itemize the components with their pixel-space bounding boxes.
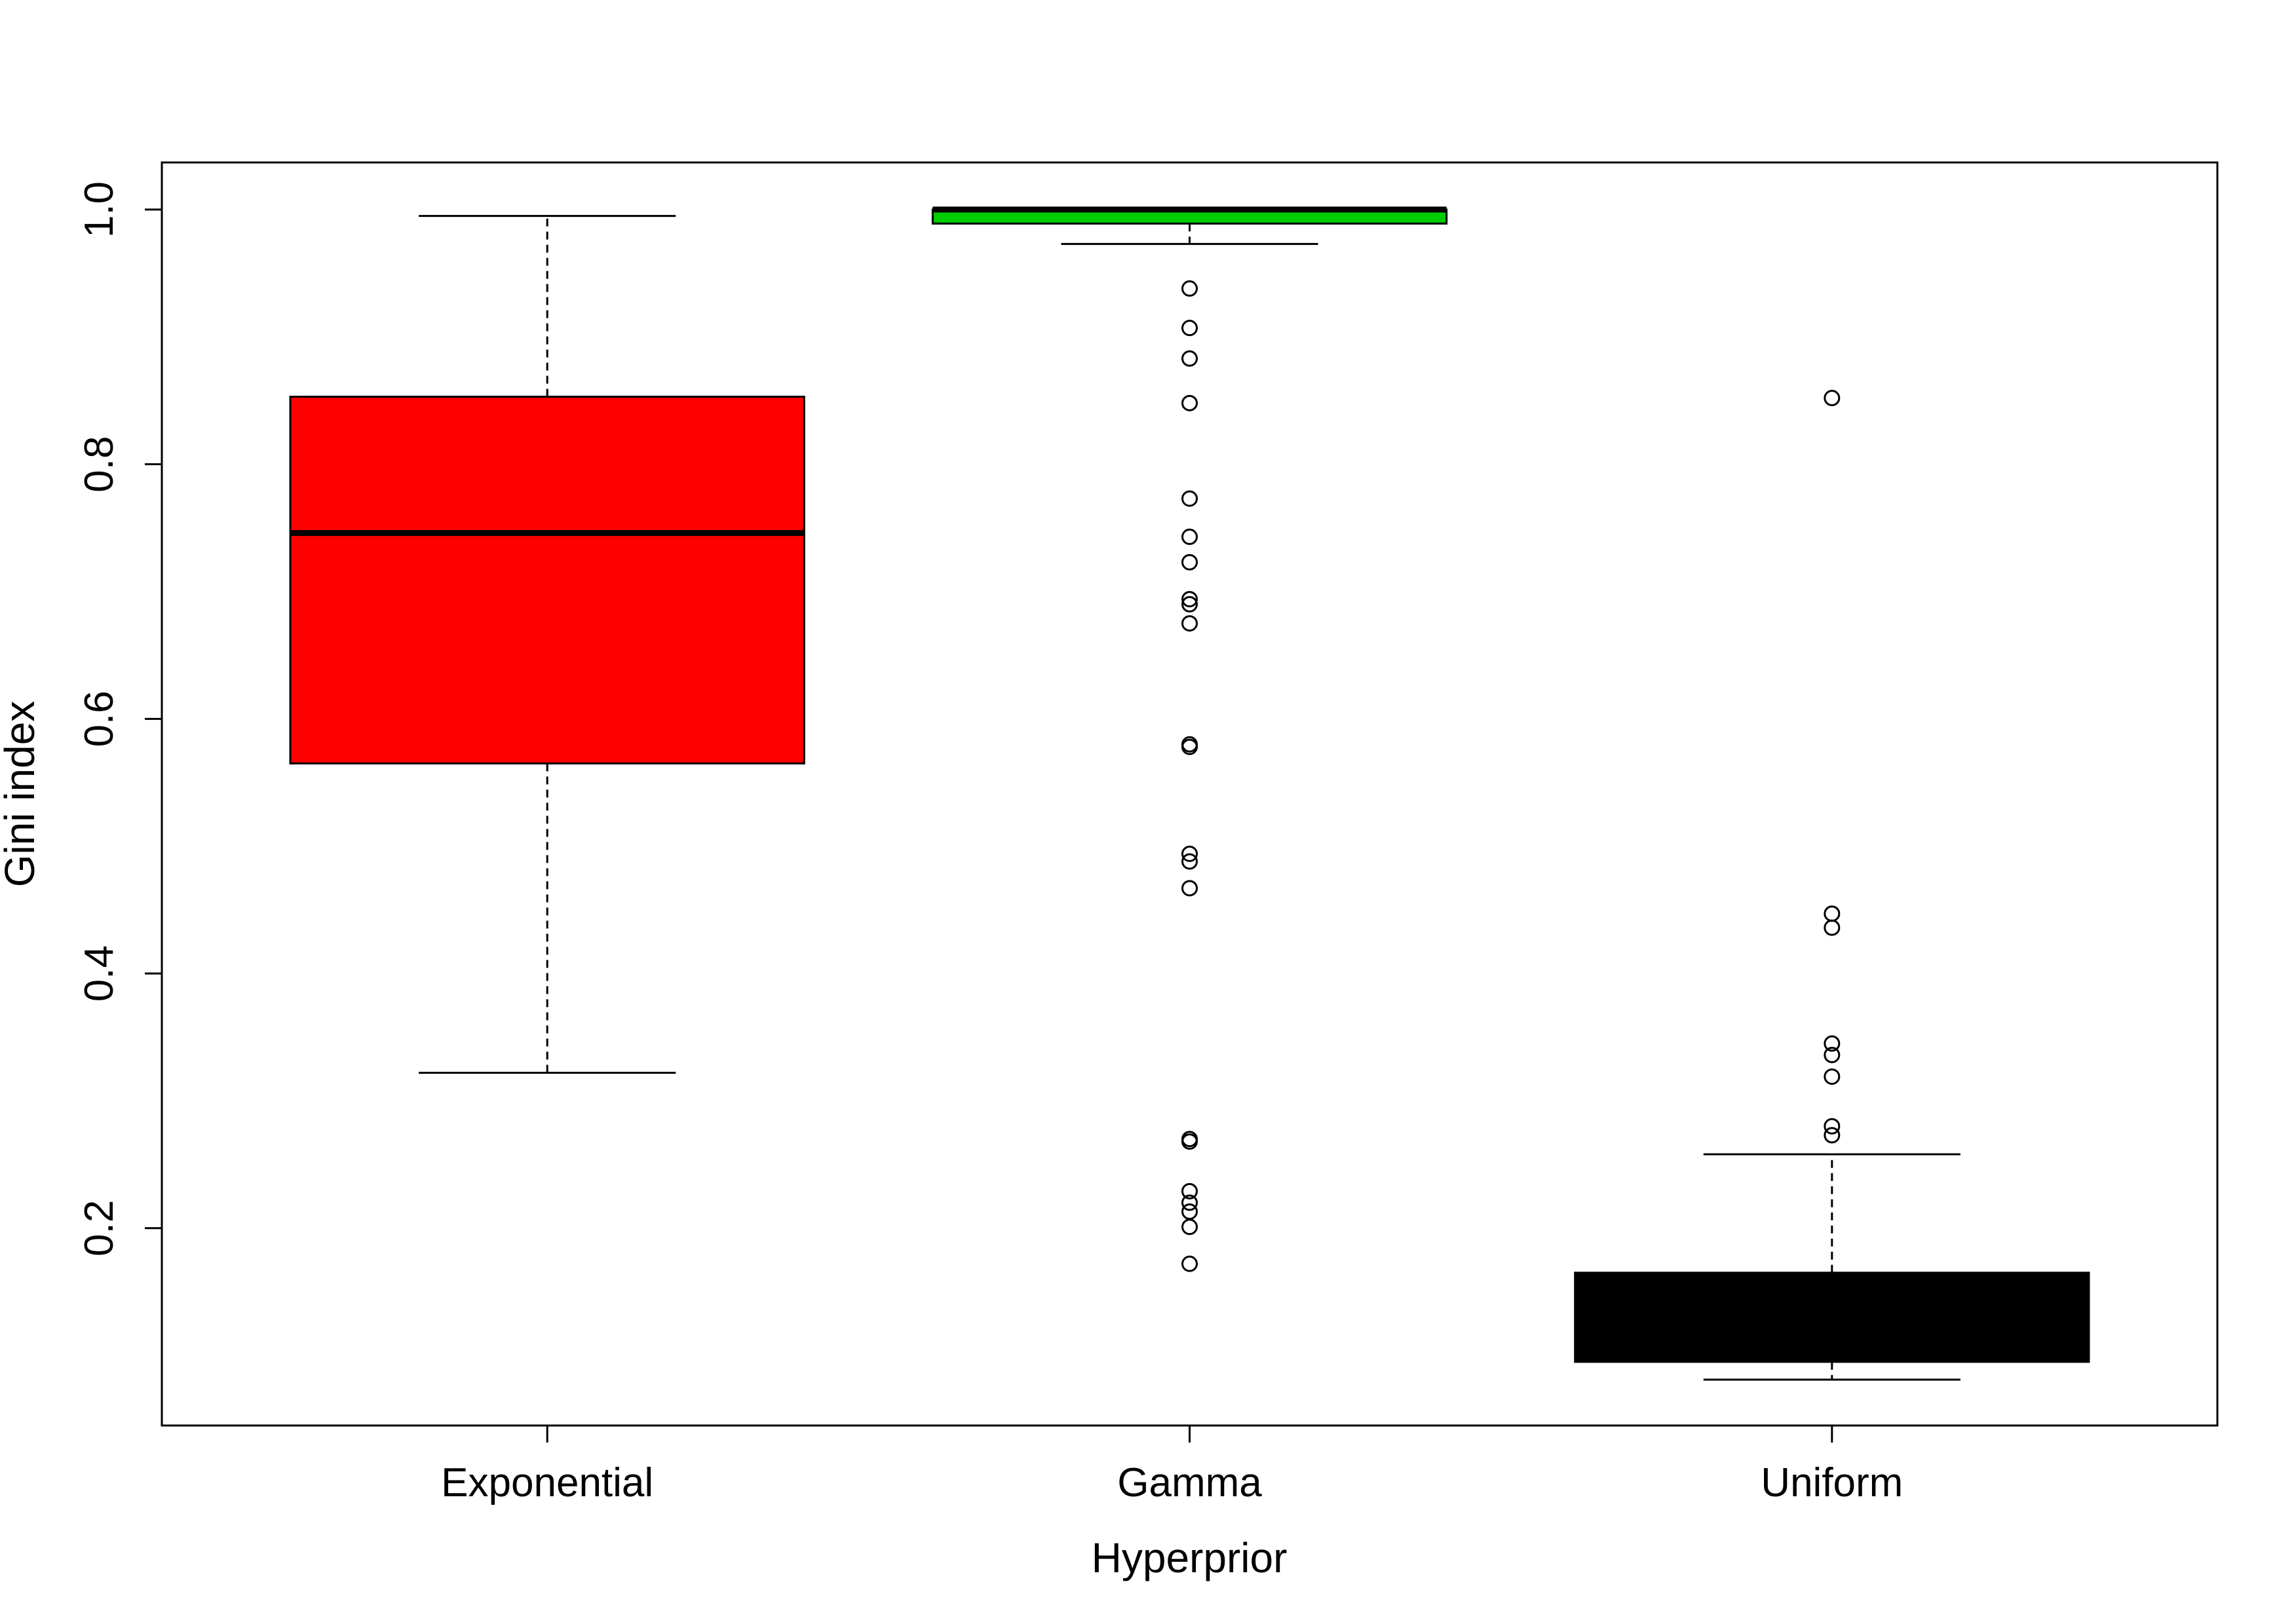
outlier-point-gamma [1181,738,1198,755]
x-tick-label: Exponential [441,1460,653,1505]
y-tick-label: 0.2 [77,1200,122,1256]
outlier-point-gamma [1181,615,1198,632]
box-group-gamma [931,206,1448,245]
y-tick-label: 0.6 [77,690,122,747]
box-group-uniform [1574,1153,2090,1381]
y-axis-label: Gini index [0,701,43,888]
y-tick-label: 0.4 [77,945,122,1002]
outlier-point-uniform [1824,1118,1841,1135]
box-group-exponential [289,215,805,1074]
outlier-point-gamma [1181,1182,1198,1199]
outlier-point-gamma [1181,880,1198,897]
box-exponential [289,396,805,765]
outlier-point-gamma [1181,320,1198,337]
outlier-point-uniform [1824,1046,1841,1063]
boxes-layer [289,206,2090,1381]
outlier-point-gamma [1181,280,1198,297]
outlier-point-uniform [1824,390,1841,407]
x-axis-label: Hyperprior [1092,1534,1288,1581]
outlier-point-gamma [1181,350,1198,367]
outlier-point-gamma [1181,1133,1198,1150]
x-axis: Exponential Gamma Uniform [441,1426,1903,1505]
y-tick-label: 1.0 [77,181,122,238]
outlier-point-uniform [1824,1127,1841,1144]
outlier-point-gamma [1181,845,1198,862]
x-tick-label: Gamma [1117,1460,1262,1505]
outlier-point-gamma [1181,1255,1198,1272]
outlier-point-gamma [1181,394,1198,411]
outliers-layer [1181,280,1841,1272]
outlier-point-gamma [1181,528,1198,545]
outlier-point-uniform [1824,1068,1841,1085]
outlier-point-uniform [1824,1035,1841,1052]
x-tick-label: Uniform [1761,1460,1903,1505]
outlier-point-gamma [1181,595,1198,613]
outlier-point-gamma [1181,1194,1198,1211]
y-axis: 0.2 0.4 0.6 0.8 1.0 [77,181,162,1256]
outlier-point-gamma [1181,853,1198,870]
outlier-point-gamma [1181,554,1198,571]
outlier-point-gamma [1181,591,1198,608]
outlier-point-gamma [1181,490,1198,507]
outlier-point-gamma [1181,1218,1198,1236]
outlier-point-uniform [1824,919,1841,936]
y-tick-label: 0.8 [77,436,122,493]
